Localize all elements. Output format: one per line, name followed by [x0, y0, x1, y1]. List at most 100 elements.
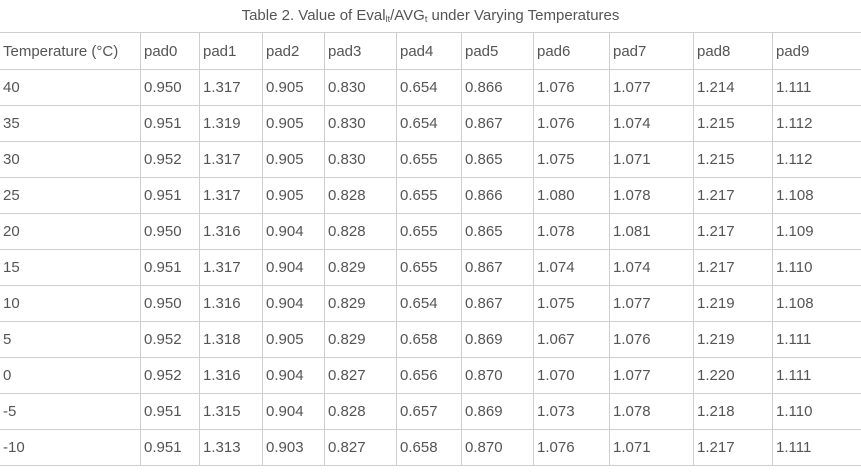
value-cell: 1.070: [533, 357, 610, 394]
value-cell: 0.867: [461, 285, 534, 322]
value-cell: 1.217: [693, 213, 773, 250]
value-cell: 0.950: [140, 69, 200, 106]
value-cell: 1.074: [609, 249, 694, 286]
value-cell: 1.111: [772, 69, 861, 106]
caption-prefix: Table 2. Value of Eval: [241, 7, 386, 24]
caption-subscript-lt: lt: [385, 14, 391, 24]
value-cell: 1.110: [772, 393, 861, 430]
temperature-cell: 20: [0, 213, 141, 250]
value-cell: 1.318: [199, 321, 263, 358]
value-cell: 1.214: [693, 69, 773, 106]
value-cell: 0.905: [262, 177, 325, 214]
temperature-cell: 25: [0, 177, 141, 214]
temperature-cell: 5: [0, 321, 141, 358]
value-cell: 1.315: [199, 393, 263, 430]
value-cell: 0.829: [324, 249, 397, 286]
value-cell: 0.827: [324, 357, 397, 394]
value-cell: 1.215: [693, 141, 773, 178]
value-cell: 0.655: [396, 249, 462, 286]
value-cell: 1.219: [693, 321, 773, 358]
value-cell: 0.869: [461, 393, 534, 430]
value-cell: 1.112: [772, 105, 861, 142]
value-cell: 1.219: [693, 285, 773, 322]
value-cell: 0.952: [140, 357, 200, 394]
value-cell: 1.081: [609, 213, 694, 250]
value-cell: 0.870: [461, 357, 534, 394]
value-cell: 0.951: [140, 249, 200, 286]
value-cell: 0.952: [140, 321, 200, 358]
value-cell: 0.654: [396, 105, 462, 142]
value-cell: 0.904: [262, 213, 325, 250]
temperature-cell: -5: [0, 393, 141, 430]
table-caption: Table 2. Value of Evallt/AVGt under Vary…: [0, 0, 861, 32]
value-cell: 1.077: [609, 69, 694, 106]
value-cell: 0.655: [396, 213, 462, 250]
value-cell: 1.077: [609, 285, 694, 322]
value-cell: 0.869: [461, 321, 534, 358]
value-cell: 0.951: [140, 429, 200, 466]
temperature-cell: 40: [0, 69, 141, 106]
value-cell: 1.217: [693, 177, 773, 214]
value-cell: 0.951: [140, 177, 200, 214]
table-row: 5 0.952 1.318 0.905 0.829 0.658 0.869 1.067 1.07…: [0, 321, 861, 358]
column-header-temperature: Temperature (°C): [0, 32, 141, 70]
value-cell: 0.655: [396, 177, 462, 214]
temperature-cell: 15: [0, 249, 141, 286]
value-cell: 1.313: [199, 429, 263, 466]
column-header-pad6: pad6: [533, 32, 610, 70]
value-cell: 0.830: [324, 69, 397, 106]
value-cell: 1.076: [609, 321, 694, 358]
value-cell: 0.952: [140, 141, 200, 178]
value-cell: 1.075: [533, 285, 610, 322]
value-cell: 1.080: [533, 177, 610, 214]
value-cell: 0.656: [396, 357, 462, 394]
value-cell: 1.111: [772, 429, 861, 466]
value-cell: 0.904: [262, 249, 325, 286]
value-cell: 1.111: [772, 321, 861, 358]
value-cell: 1.218: [693, 393, 773, 430]
value-cell: 0.905: [262, 141, 325, 178]
value-cell: 0.950: [140, 285, 200, 322]
value-cell: 1.111: [772, 357, 861, 394]
value-cell: 1.071: [609, 429, 694, 466]
value-cell: 1.109: [772, 213, 861, 250]
value-cell: 1.317: [199, 177, 263, 214]
value-cell: 0.828: [324, 177, 397, 214]
value-cell: 1.220: [693, 357, 773, 394]
value-cell: 1.076: [533, 69, 610, 106]
value-cell: 1.078: [533, 213, 610, 250]
value-cell: 0.830: [324, 105, 397, 142]
value-cell: 1.217: [693, 249, 773, 286]
table-row: -10 0.951 1.313 0.903 0.827 0.658 0.870 1.076 1.…: [0, 429, 861, 466]
value-cell: 1.071: [609, 141, 694, 178]
caption-suffix: under Varying Temperatures: [427, 7, 620, 24]
value-cell: 1.078: [609, 393, 694, 430]
value-cell: 0.905: [262, 69, 325, 106]
temperature-cell: 0: [0, 357, 141, 394]
column-header-pad9: pad9: [772, 32, 861, 70]
value-cell: 1.076: [533, 105, 610, 142]
value-cell: 0.654: [396, 69, 462, 106]
value-cell: 0.867: [461, 249, 534, 286]
value-cell: 0.903: [262, 429, 325, 466]
value-cell: 1.077: [609, 357, 694, 394]
column-header-pad5: pad5: [461, 32, 534, 70]
column-header-pad0: pad0: [140, 32, 200, 70]
column-header-pad8: pad8: [693, 32, 773, 70]
value-cell: 1.112: [772, 141, 861, 178]
value-cell: 0.658: [396, 429, 462, 466]
value-cell: 0.655: [396, 141, 462, 178]
value-cell: 1.317: [199, 249, 263, 286]
value-cell: 1.067: [533, 321, 610, 358]
value-cell: 1.215: [693, 105, 773, 142]
value-cell: 1.110: [772, 249, 861, 286]
value-cell: 0.951: [140, 393, 200, 430]
value-cell: 0.829: [324, 285, 397, 322]
value-cell: 0.867: [461, 105, 534, 142]
table-row: 40 0.950 1.317 0.905 0.830 0.654 0.866 1.076 1.0…: [0, 69, 861, 106]
table-row: 25 0.951 1.317 0.905 0.828 0.655 0.866 1.080 1.0…: [0, 177, 861, 214]
column-header-pad2: pad2: [262, 32, 325, 70]
value-cell: 1.076: [533, 429, 610, 466]
value-cell: 1.316: [199, 285, 263, 322]
temperature-cell: -10: [0, 429, 141, 466]
